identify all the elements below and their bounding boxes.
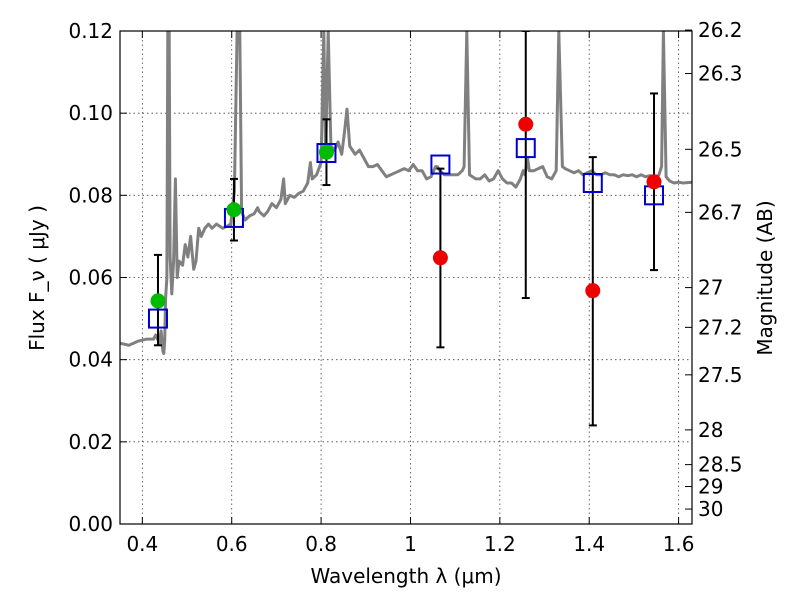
green-data-point xyxy=(150,293,166,309)
y-tick-label: 0.12 xyxy=(68,19,113,43)
right-tick-label: 30 xyxy=(698,497,723,521)
right-tick-label: 26.7 xyxy=(698,200,743,224)
red-data-point xyxy=(585,283,601,299)
y-tick-label: 0.06 xyxy=(68,266,113,290)
red-data-point xyxy=(432,250,448,266)
green-data-point xyxy=(318,144,334,160)
model-square-point xyxy=(582,173,603,194)
right-tick-label: 28 xyxy=(698,418,723,442)
right-tick-label: 29 xyxy=(698,475,723,499)
model-square-point xyxy=(316,143,337,164)
model-spectrum-layer xyxy=(120,31,692,355)
x-tick-label: 0.8 xyxy=(305,532,337,556)
error-bar xyxy=(521,31,530,300)
model-photometry-layer xyxy=(147,138,665,329)
x-tick-label: 1.4 xyxy=(573,532,605,556)
model-square-point xyxy=(430,154,451,175)
model-square-point xyxy=(515,138,536,159)
model-spectrum-line xyxy=(120,31,692,355)
x-tick-label: 0.4 xyxy=(126,532,158,556)
axis-ticks xyxy=(120,29,692,525)
x-axis-label: Wavelength λ (μm) xyxy=(310,564,501,588)
right-tick-label: 27.5 xyxy=(698,363,743,387)
y-tick-label: 0.10 xyxy=(68,101,113,125)
right-tick-label: 27.2 xyxy=(698,315,743,339)
y-tick-label: 0.02 xyxy=(68,430,113,454)
right-axis-label: Magnitude (AB) xyxy=(753,200,777,355)
y-axis-label: Flux F_ν ( μJy ) xyxy=(25,205,49,351)
right-tick-label: 26.2 xyxy=(698,18,743,42)
green-data-point xyxy=(226,202,242,218)
x-tick-label: 1.2 xyxy=(484,532,516,556)
y-tick-label: 0.04 xyxy=(68,348,113,372)
model-square-point xyxy=(147,308,168,329)
x-tick-label: 1 xyxy=(404,532,417,556)
x-tick-label: 0.6 xyxy=(216,532,248,556)
right-tick-label: 28.5 xyxy=(698,453,743,477)
right-tick-label: 26.5 xyxy=(698,137,743,161)
right-tick-label: 27 xyxy=(698,276,723,300)
red-data-point xyxy=(518,116,534,132)
right-tick-label: 26.3 xyxy=(698,62,743,86)
red-data-point xyxy=(646,174,662,190)
x-tick-label: 1.6 xyxy=(663,532,695,556)
y-tick-label: 0.08 xyxy=(68,183,113,207)
y-tick-label: 0.00 xyxy=(68,512,113,536)
observed-photometry-layer xyxy=(150,116,662,309)
tick-labels: 0.4 0.6 0.8 1 1.2 1.4 1.6 0.00 0.02 0.04 0.06 0.08 0… xyxy=(68,18,742,556)
